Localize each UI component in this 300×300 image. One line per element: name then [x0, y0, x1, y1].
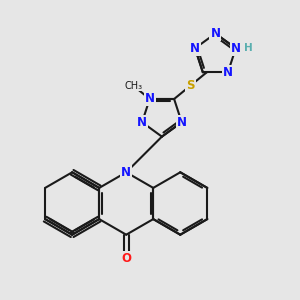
Text: S: S	[186, 79, 195, 92]
Text: N: N	[145, 92, 155, 106]
Text: N: N	[190, 42, 200, 55]
Text: N: N	[137, 116, 147, 129]
Text: H: H	[244, 43, 253, 53]
Text: N: N	[177, 116, 187, 129]
Text: CH₃: CH₃	[124, 81, 142, 91]
Text: N: N	[210, 27, 220, 40]
Text: O: O	[121, 252, 131, 265]
Text: N: N	[231, 42, 241, 55]
Text: N: N	[121, 166, 131, 179]
Text: N: N	[223, 66, 233, 79]
